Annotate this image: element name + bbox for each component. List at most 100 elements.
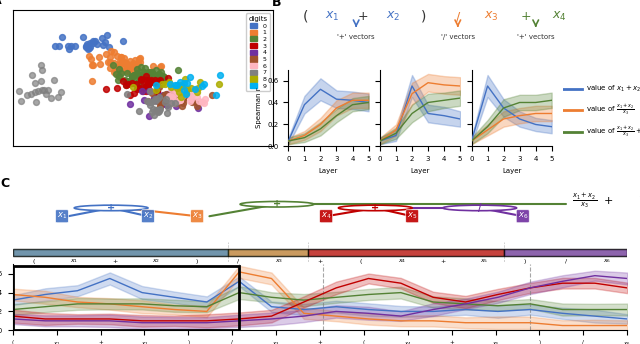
Point — [168, 100, 179, 105]
Point — [63, 43, 73, 49]
Text: '+' vectors: '+' vectors — [517, 34, 554, 40]
Point — [157, 77, 167, 83]
Point — [134, 108, 144, 114]
Point — [143, 78, 154, 84]
Point — [150, 77, 160, 83]
Point — [124, 68, 134, 74]
Point — [164, 92, 175, 97]
Point — [166, 86, 176, 92]
Point — [168, 99, 179, 105]
Point — [152, 89, 162, 94]
Point — [132, 60, 143, 66]
Point — [26, 91, 36, 97]
Text: $x_2$: $x_2$ — [152, 257, 160, 265]
Point — [159, 94, 170, 99]
Point — [109, 69, 120, 75]
Point — [114, 73, 124, 78]
Point — [93, 55, 104, 60]
Point — [122, 92, 132, 97]
Point — [186, 85, 196, 91]
Point — [187, 100, 197, 105]
Point — [28, 73, 38, 78]
Point — [176, 82, 186, 87]
Point — [178, 90, 188, 96]
Point — [64, 46, 74, 52]
Point — [150, 78, 161, 84]
Point — [143, 82, 154, 87]
Point — [151, 82, 161, 87]
Point — [182, 80, 193, 85]
Point — [141, 83, 152, 88]
Point — [136, 64, 147, 69]
Circle shape — [443, 205, 516, 211]
Point — [22, 92, 33, 98]
Point — [118, 39, 128, 44]
Point — [69, 43, 79, 49]
Point — [177, 96, 188, 102]
Point — [164, 79, 174, 84]
Point — [147, 70, 157, 75]
Point — [130, 57, 140, 62]
Point — [92, 41, 102, 46]
Point — [180, 88, 190, 93]
Point — [122, 70, 132, 75]
Point — [179, 80, 189, 85]
Point — [36, 78, 46, 83]
Point — [116, 68, 127, 74]
Point — [136, 76, 146, 82]
Point — [86, 78, 97, 84]
Point — [175, 97, 186, 103]
Legend: 0, 1, 2, 3, 4, 5, 6, 7, 8, 9: 0, 1, 2, 3, 4, 5, 6, 7, 8, 9 — [246, 13, 270, 91]
Point — [141, 73, 151, 79]
Text: $\frac{x_1+x_2}{x_3}$: $\frac{x_1+x_2}{x_3}$ — [572, 192, 597, 210]
Point — [172, 87, 182, 93]
Point — [159, 93, 170, 98]
Point — [173, 94, 183, 99]
Point — [135, 81, 145, 86]
Point — [30, 89, 40, 94]
Point — [179, 89, 189, 95]
X-axis label: Layer: Layer — [410, 168, 429, 174]
Point — [53, 94, 63, 99]
Point — [14, 88, 24, 93]
Point — [154, 72, 164, 77]
Point — [166, 85, 177, 90]
Text: C: C — [1, 177, 10, 190]
Text: value of $\frac{x_1+x_2}{x_3}$: value of $\frac{x_1+x_2}{x_3}$ — [586, 103, 634, 117]
Point — [122, 63, 132, 69]
Point — [132, 87, 143, 92]
Text: +: + — [317, 259, 323, 264]
Point — [154, 106, 164, 111]
Point — [100, 86, 111, 92]
Point — [88, 62, 99, 68]
Point — [166, 95, 176, 101]
Point — [152, 89, 162, 94]
Point — [143, 114, 154, 119]
Point — [172, 86, 182, 91]
Point — [148, 78, 159, 84]
Point — [81, 43, 91, 49]
Point — [30, 80, 40, 85]
Point — [90, 38, 100, 44]
Point — [99, 40, 109, 45]
Point — [162, 92, 172, 97]
Point — [156, 94, 166, 99]
Text: $x_4$: $x_4$ — [397, 257, 406, 265]
Point — [127, 73, 137, 79]
Point — [83, 47, 93, 52]
Point — [127, 77, 138, 83]
Point — [134, 78, 144, 84]
Point — [151, 80, 161, 86]
Point — [184, 98, 195, 104]
Point — [132, 82, 142, 87]
Point — [153, 75, 163, 80]
Point — [140, 65, 150, 71]
Point — [102, 60, 113, 65]
Point — [156, 70, 166, 75]
Point — [88, 41, 98, 46]
Point — [158, 93, 168, 99]
Point — [149, 97, 159, 103]
Text: '+' vectors: '+' vectors — [337, 34, 375, 40]
Point — [170, 92, 180, 97]
Point — [172, 88, 182, 93]
